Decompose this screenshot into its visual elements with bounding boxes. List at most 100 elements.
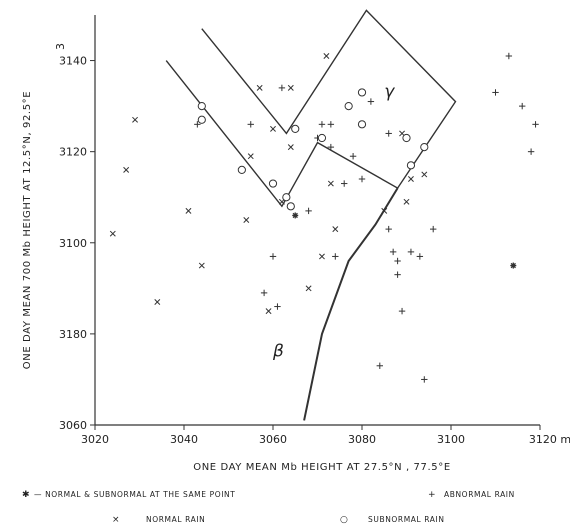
- point-+: [278, 84, 286, 92]
- region-label-gamma: γ: [384, 82, 395, 102]
- point-+: [274, 303, 281, 310]
- point-+: [269, 253, 277, 260]
- legend-label-subnormal: SUBNORMAL RAIN: [368, 515, 445, 524]
- point-x: [305, 285, 312, 292]
- point-x: [407, 176, 414, 182]
- point-o: [197, 102, 206, 111]
- legend-symbol-normal: ×: [112, 515, 120, 525]
- point-x: [318, 253, 325, 260]
- legend-symbol-both: ✱: [22, 490, 30, 500]
- legend: ✱ — NORMAL & SUBNORMAL AT THE SAME POINT…: [22, 490, 515, 525]
- point-o: [420, 143, 429, 152]
- point-+: [367, 98, 375, 105]
- x-tick-label: 3040: [170, 433, 198, 446]
- x-tick-label: 3120 m: [529, 433, 570, 446]
- point-x: [327, 180, 334, 187]
- point-star: [510, 262, 517, 269]
- y-axis-label: ONE DAY MEAN 700 Mb HEIGHT AT 12.5°N, 92…: [22, 91, 33, 369]
- point-x: [287, 144, 294, 151]
- point-o: [317, 133, 327, 143]
- point-+: [389, 248, 397, 256]
- point-o: [357, 88, 367, 97]
- point-+: [527, 148, 535, 155]
- point-x: [421, 171, 428, 178]
- point-x: [270, 125, 276, 132]
- y-tick-label: 3140: [59, 55, 87, 68]
- legend-label-abnormal: ABNORMAL RAIN: [444, 490, 515, 499]
- x-tick-label: 3020: [81, 433, 109, 446]
- point-o: [357, 120, 367, 129]
- y-tick-label: 3120: [59, 146, 87, 159]
- legend-symbol-subnormal: ○: [340, 515, 348, 525]
- point-+: [376, 362, 383, 369]
- x-axis-label: ONE DAY MEAN Mb HEIGHT AT 27.5°N , 77.5°…: [193, 462, 451, 473]
- point-o: [268, 179, 278, 188]
- point-o: [402, 133, 411, 143]
- point-+: [318, 121, 326, 128]
- point-o: [237, 165, 246, 174]
- y-tick-label: 3100: [59, 237, 87, 250]
- point-+: [247, 121, 254, 128]
- legend-symbol-abnormal: +: [428, 490, 436, 500]
- point-+: [505, 52, 513, 60]
- point-+: [407, 248, 415, 256]
- x-tick-label: 3100: [437, 433, 465, 446]
- boundary-beta-edge: [303, 187, 399, 421]
- legend-label-normal: NORMAL RAIN: [146, 515, 205, 524]
- point-x: [185, 207, 192, 214]
- point-+: [416, 253, 424, 260]
- region-boundaries: [165, 9, 457, 421]
- point-+: [492, 89, 499, 96]
- point-+: [430, 225, 437, 233]
- point-+: [421, 376, 428, 383]
- region-label-beta: β: [272, 342, 284, 362]
- point-o: [291, 124, 300, 133]
- point-+: [385, 130, 392, 137]
- x-tick-label: 3080: [348, 433, 376, 446]
- point-x: [256, 84, 263, 91]
- point-+: [327, 143, 335, 151]
- y-axis-top-label: 3: [54, 43, 67, 50]
- point-x: [154, 299, 161, 305]
- point-+: [519, 102, 526, 110]
- x-tick-label: 3060: [259, 433, 287, 446]
- boundary-gamma: [165, 9, 457, 208]
- point-x: [123, 166, 130, 173]
- data-points: [109, 52, 539, 383]
- point-+: [385, 225, 392, 233]
- point-+: [332, 253, 339, 260]
- point-+: [398, 307, 406, 315]
- point-+: [341, 180, 348, 187]
- point-o: [282, 193, 291, 202]
- point-o: [286, 202, 295, 211]
- point-+: [532, 121, 539, 128]
- y-tick-label: 3060: [59, 419, 87, 432]
- plot-axes: [90, 15, 541, 430]
- point-x: [132, 116, 139, 123]
- point-o: [406, 161, 416, 170]
- tick-labels: 3020 3040 3060 3080 3100 3120 m 3060 3180 3100 31…: [59, 55, 570, 446]
- point-x: [265, 308, 272, 315]
- point-o: [344, 102, 353, 111]
- point-x: [332, 226, 339, 233]
- point-x: [198, 262, 205, 269]
- point-+: [394, 257, 401, 265]
- point-+: [349, 153, 357, 160]
- point-+: [194, 121, 201, 128]
- point-x: [381, 207, 388, 214]
- point-x: [323, 53, 330, 59]
- y-tick-label: 3180: [59, 328, 87, 341]
- point-+: [394, 271, 401, 278]
- point-+: [305, 207, 312, 215]
- point-o: [197, 115, 206, 124]
- point-+: [260, 289, 268, 297]
- point-x: [243, 217, 250, 223]
- point-x: [287, 84, 294, 91]
- point-x: [109, 230, 116, 237]
- legend-label-both: — NORMAL & SUBNORMAL AT THE SAME POINT: [34, 490, 235, 499]
- point-+: [358, 175, 366, 183]
- point-x: [247, 153, 254, 160]
- point-x: [403, 198, 410, 205]
- point-star: [292, 212, 299, 219]
